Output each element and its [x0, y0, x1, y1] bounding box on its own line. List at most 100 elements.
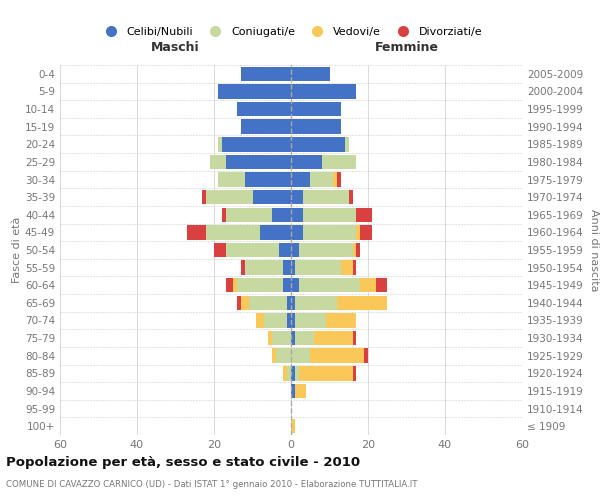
Bar	[349, 190, 353, 204]
Bar	[226, 243, 280, 257]
Bar	[291, 208, 302, 222]
Bar	[295, 296, 337, 310]
Bar	[245, 260, 283, 275]
Text: Popolazione per età, sesso e stato civile - 2010: Popolazione per età, sesso e stato civil…	[6, 456, 360, 469]
Bar	[226, 278, 233, 292]
Bar	[291, 419, 295, 434]
Bar	[222, 208, 226, 222]
Bar	[245, 172, 291, 186]
Bar	[376, 278, 387, 292]
Bar	[291, 84, 356, 98]
Text: Femmine: Femmine	[374, 40, 439, 54]
Bar	[291, 296, 295, 310]
Bar	[295, 384, 307, 398]
Bar	[356, 225, 360, 240]
Bar	[291, 384, 295, 398]
Bar	[237, 278, 283, 292]
Bar	[291, 102, 341, 117]
Legend: Celibi/Nubili, Coniugati/e, Vedovi/e, Divorziati/e: Celibi/Nubili, Coniugati/e, Vedovi/e, Di…	[95, 22, 487, 42]
Bar	[206, 225, 260, 240]
Bar	[302, 208, 356, 222]
Bar	[187, 225, 206, 240]
Bar	[291, 66, 329, 81]
Bar	[291, 154, 322, 169]
Bar	[353, 260, 356, 275]
Bar	[233, 278, 237, 292]
Bar	[291, 366, 295, 380]
Bar	[291, 190, 302, 204]
Bar	[356, 243, 360, 257]
Bar	[268, 331, 272, 345]
Bar	[260, 225, 291, 240]
Bar	[299, 366, 353, 380]
Bar	[291, 331, 295, 345]
Y-axis label: Anni di nascita: Anni di nascita	[589, 209, 599, 291]
Bar	[283, 366, 287, 380]
Bar	[241, 66, 291, 81]
Bar	[218, 172, 245, 186]
Bar	[322, 154, 356, 169]
Bar	[353, 366, 356, 380]
Text: Maschi: Maschi	[151, 40, 200, 54]
Bar	[272, 208, 291, 222]
Bar	[272, 348, 275, 363]
Bar	[287, 366, 291, 380]
Bar	[272, 331, 291, 345]
Bar	[314, 331, 353, 345]
Bar	[206, 190, 253, 204]
Bar	[291, 260, 295, 275]
Bar	[283, 278, 291, 292]
Bar	[341, 260, 353, 275]
Bar	[264, 314, 287, 328]
Bar	[295, 314, 326, 328]
Bar	[214, 243, 226, 257]
Bar	[291, 137, 345, 152]
Bar	[302, 190, 349, 204]
Bar	[253, 190, 291, 204]
Bar	[353, 331, 356, 345]
Bar	[280, 243, 291, 257]
Bar	[360, 278, 376, 292]
Bar	[237, 296, 241, 310]
Bar	[299, 243, 353, 257]
Bar	[218, 84, 291, 98]
Bar	[310, 172, 334, 186]
Text: COMUNE DI CAVAZZO CARNICO (UD) - Dati ISTAT 1° gennaio 2010 - Elaborazione TUTTI: COMUNE DI CAVAZZO CARNICO (UD) - Dati IS…	[6, 480, 418, 489]
Bar	[291, 243, 299, 257]
Y-axis label: Fasce di età: Fasce di età	[12, 217, 22, 283]
Bar	[295, 366, 299, 380]
Bar	[295, 331, 314, 345]
Bar	[226, 208, 272, 222]
Bar	[237, 102, 291, 117]
Bar	[360, 225, 372, 240]
Bar	[218, 137, 222, 152]
Bar	[299, 278, 360, 292]
Bar	[291, 278, 299, 292]
Bar	[248, 296, 287, 310]
Bar	[302, 225, 356, 240]
Bar	[291, 120, 341, 134]
Bar	[275, 348, 291, 363]
Bar	[345, 137, 349, 152]
Bar	[291, 348, 310, 363]
Bar	[241, 296, 248, 310]
Bar	[287, 296, 291, 310]
Bar	[310, 348, 364, 363]
Bar	[364, 348, 368, 363]
Bar	[337, 172, 341, 186]
Bar	[222, 137, 291, 152]
Bar	[210, 154, 226, 169]
Bar	[326, 314, 356, 328]
Bar	[226, 154, 291, 169]
Bar	[241, 120, 291, 134]
Bar	[295, 260, 341, 275]
Bar	[287, 314, 291, 328]
Bar	[202, 190, 206, 204]
Bar	[291, 172, 310, 186]
Bar	[353, 243, 356, 257]
Bar	[291, 225, 302, 240]
Bar	[241, 260, 245, 275]
Bar	[356, 208, 372, 222]
Bar	[256, 314, 264, 328]
Bar	[283, 260, 291, 275]
